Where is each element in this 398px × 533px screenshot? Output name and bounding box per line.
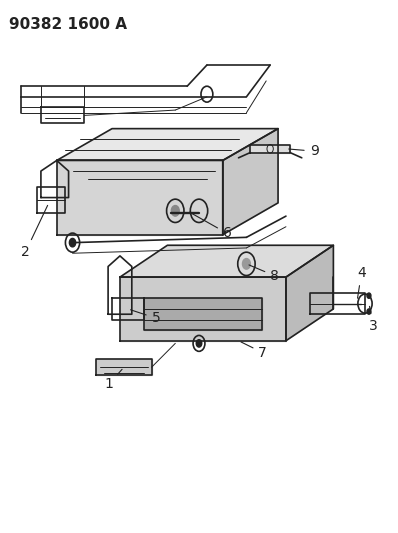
Circle shape — [171, 206, 179, 216]
Text: 4: 4 — [357, 266, 366, 298]
Polygon shape — [286, 245, 334, 341]
Circle shape — [196, 340, 202, 347]
Polygon shape — [57, 160, 223, 235]
Text: 3: 3 — [369, 306, 378, 333]
Circle shape — [242, 259, 250, 269]
Circle shape — [69, 238, 76, 247]
Polygon shape — [120, 245, 334, 277]
Polygon shape — [223, 128, 278, 235]
Polygon shape — [57, 128, 278, 160]
Polygon shape — [120, 277, 286, 341]
Circle shape — [367, 293, 371, 298]
Text: 8: 8 — [249, 265, 279, 282]
Polygon shape — [250, 144, 290, 152]
Circle shape — [367, 309, 371, 314]
Text: 2: 2 — [21, 205, 48, 259]
Text: 5: 5 — [131, 310, 160, 325]
Text: 1: 1 — [104, 369, 122, 391]
Text: 6: 6 — [189, 212, 232, 240]
Text: 90382 1600 A: 90382 1600 A — [9, 17, 127, 33]
Polygon shape — [144, 298, 262, 330]
Text: 9: 9 — [289, 144, 318, 158]
Polygon shape — [96, 359, 152, 375]
Text: 7: 7 — [241, 342, 267, 360]
